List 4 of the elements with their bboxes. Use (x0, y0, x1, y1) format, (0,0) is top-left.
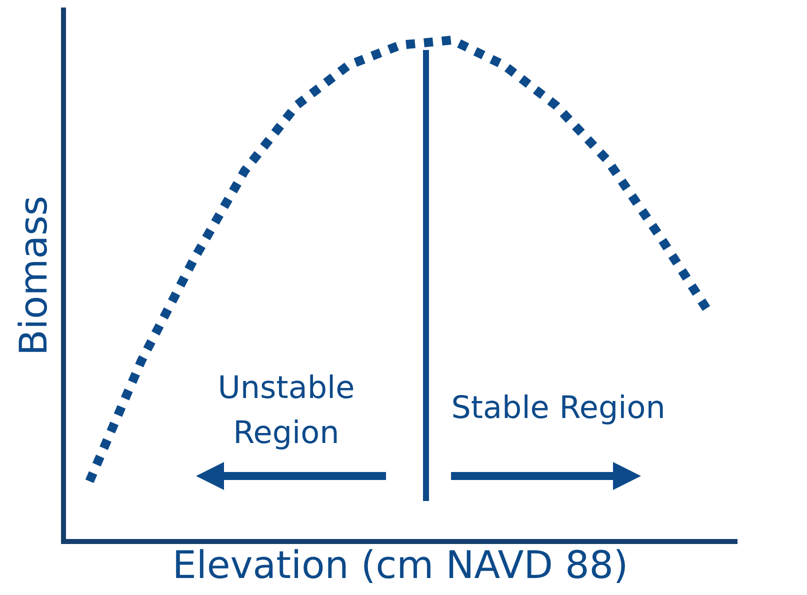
annotation: Stable Region (451, 389, 666, 428)
annotation: Unstable Region (216, 369, 356, 454)
y-axis-title: Biomass (12, 196, 56, 356)
x-axis-title: Elevation (cm NAVD 88) (172, 543, 628, 588)
